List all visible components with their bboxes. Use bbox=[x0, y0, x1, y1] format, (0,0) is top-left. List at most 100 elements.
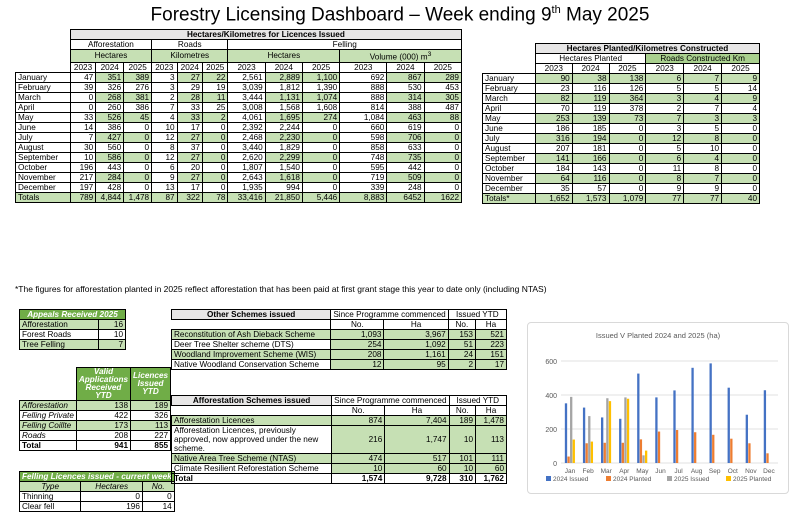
table-row: Woodland Improvement Scheme (WIS) 208 1,16… bbox=[170, 349, 507, 360]
bar-2024-planted bbox=[585, 443, 588, 463]
table-cell: 90 bbox=[534, 73, 573, 84]
table-cell: 70 bbox=[534, 103, 573, 114]
felling-week-table: Felling Licences issued - current week T… bbox=[18, 471, 175, 512]
aff-since-header: Since Programme commenced bbox=[331, 395, 450, 406]
table-cell: 17 bbox=[176, 181, 203, 193]
aff-ytd-no-header: No. bbox=[448, 405, 477, 416]
table-cell: 6 bbox=[645, 73, 685, 84]
table-cell: 27 bbox=[176, 171, 203, 183]
year-header: 2024 bbox=[386, 61, 425, 73]
table-cell: 3,008 bbox=[227, 101, 266, 113]
table-row: May 33 526 45 4 33 2 4,061 1,695 274 1,084 463 88 bbox=[15, 111, 463, 123]
table-cell: 0 bbox=[301, 151, 341, 163]
table-cell: 0 bbox=[123, 161, 153, 173]
x-tick-label: May bbox=[636, 468, 649, 475]
scheme-value: 51 bbox=[447, 339, 477, 350]
legend-swatch bbox=[606, 476, 611, 481]
bar-2025-issued bbox=[570, 396, 573, 463]
table-cell: 9 bbox=[151, 171, 178, 183]
table-cell: 2 bbox=[645, 103, 685, 114]
table-cell: 23 bbox=[534, 83, 573, 94]
table-cell: 1,390 bbox=[301, 81, 341, 93]
y-tick-label: 200 bbox=[545, 427, 557, 434]
felling-week-col: Hectares bbox=[80, 481, 143, 492]
totals-cell: 322 bbox=[176, 191, 203, 203]
table-cell: 326 bbox=[95, 81, 125, 93]
table-cell: 509 bbox=[386, 171, 425, 183]
x-tick-label: Sep bbox=[709, 468, 721, 475]
felling-volume-header: Volume (000) m3 bbox=[339, 49, 462, 63]
table-row: February 23 116 126 5 5 14 bbox=[482, 83, 760, 94]
valid-applications-table: Valid Applications Received YTD Licences… bbox=[19, 367, 172, 451]
table-cell: 0 bbox=[423, 141, 463, 153]
table-cell: 13 bbox=[151, 181, 178, 193]
table-cell: 0 bbox=[423, 181, 463, 193]
title-text-end: May 2025 bbox=[560, 4, 650, 26]
table-cell: 0 bbox=[123, 151, 153, 163]
bar-2024-planted bbox=[621, 442, 624, 463]
table-cell: 185 bbox=[571, 123, 610, 134]
bar-2025-planted bbox=[590, 441, 594, 463]
scheme-value: 1,092 bbox=[383, 339, 449, 350]
afforestation-schemes-table: Afforestation Schemes issued Since Progr… bbox=[170, 395, 508, 484]
table-cell: 719 bbox=[339, 171, 388, 183]
table-cell: 2,230 bbox=[264, 131, 303, 143]
table-cell: 463 bbox=[386, 111, 425, 123]
scheme-value: 216 bbox=[331, 425, 386, 454]
table-cell: 5 bbox=[645, 83, 685, 94]
table-row: July 7 427 0 12 27 0 2,468 2,230 0 598 706 0 bbox=[15, 131, 463, 143]
roads-constructed-header: Roads Constructed Km bbox=[645, 53, 760, 64]
scheme-value: 7,404 bbox=[384, 415, 450, 426]
scheme-value: 1,093 bbox=[330, 329, 385, 340]
table-cell: 10 bbox=[69, 151, 97, 163]
scheme-value: 189 bbox=[448, 415, 477, 426]
table-cell: 20 bbox=[176, 161, 203, 173]
legend-swatch bbox=[546, 476, 551, 481]
scheme-value: 1,747 bbox=[384, 425, 450, 454]
valid-issued: 189 bbox=[130, 400, 172, 411]
bar-2024-issued bbox=[673, 390, 676, 463]
table-cell: 9 bbox=[683, 183, 723, 194]
table-cell: 3,444 bbox=[227, 91, 266, 103]
table-cell: 1,935 bbox=[227, 181, 266, 193]
bar-2024-issued bbox=[709, 363, 712, 463]
year-header: 2025 bbox=[301, 61, 341, 73]
bar-2024-issued bbox=[619, 418, 622, 463]
month-label: May bbox=[482, 113, 536, 124]
table-cell: 316 bbox=[534, 133, 573, 144]
table-cell: 143 bbox=[571, 163, 610, 174]
felling-week-header: Felling Licences issued - current week bbox=[19, 471, 175, 482]
scheme-value: 60 bbox=[475, 463, 507, 474]
table-row: Reconstitution of Ash Dieback Scheme 1,09… bbox=[170, 329, 507, 340]
table-cell: 45 bbox=[123, 111, 153, 123]
licences-issued-table: Hectares/Kilometres for Licences Issued … bbox=[15, 29, 463, 203]
month-label: January bbox=[15, 71, 71, 83]
table-cell: 141 bbox=[534, 153, 573, 164]
felling-week-no: 14 bbox=[141, 501, 175, 512]
appeals-value: 10 bbox=[98, 329, 126, 340]
table-cell: 2 bbox=[201, 111, 229, 123]
table-cell: 0 bbox=[301, 121, 341, 133]
table-cell: 274 bbox=[301, 111, 341, 123]
table-cell: 119 bbox=[571, 93, 610, 104]
valid-label: Afforestation bbox=[19, 400, 77, 411]
month-label: February bbox=[15, 81, 71, 93]
table-cell: 2,392 bbox=[227, 121, 266, 133]
table-row: July 316 194 0 12 8 0 bbox=[482, 133, 760, 144]
table-cell: 0 bbox=[608, 133, 647, 144]
felling-week-type: Thinning bbox=[18, 491, 82, 502]
table-cell: 119 bbox=[571, 103, 610, 114]
table-cell: 1,100 bbox=[301, 71, 341, 83]
bar-2024-issued bbox=[582, 407, 586, 463]
totals-cell: 5,446 bbox=[301, 191, 341, 203]
scheme-value: 151 bbox=[475, 349, 507, 360]
year-header: 2025 bbox=[721, 63, 760, 74]
year-header: 2024 bbox=[571, 63, 610, 74]
volume-sup: 3 bbox=[427, 51, 432, 58]
volume-label: Volume (000) m bbox=[369, 52, 428, 62]
table-cell: 660 bbox=[339, 121, 388, 133]
totals-row: Totals* 1,652 1,573 1,079 77 77 40 bbox=[482, 193, 760, 204]
y-tick-label: 0 bbox=[553, 461, 557, 468]
table-cell: 39 bbox=[69, 81, 97, 93]
hectares-planted-header: Hectares Planted bbox=[534, 53, 647, 64]
